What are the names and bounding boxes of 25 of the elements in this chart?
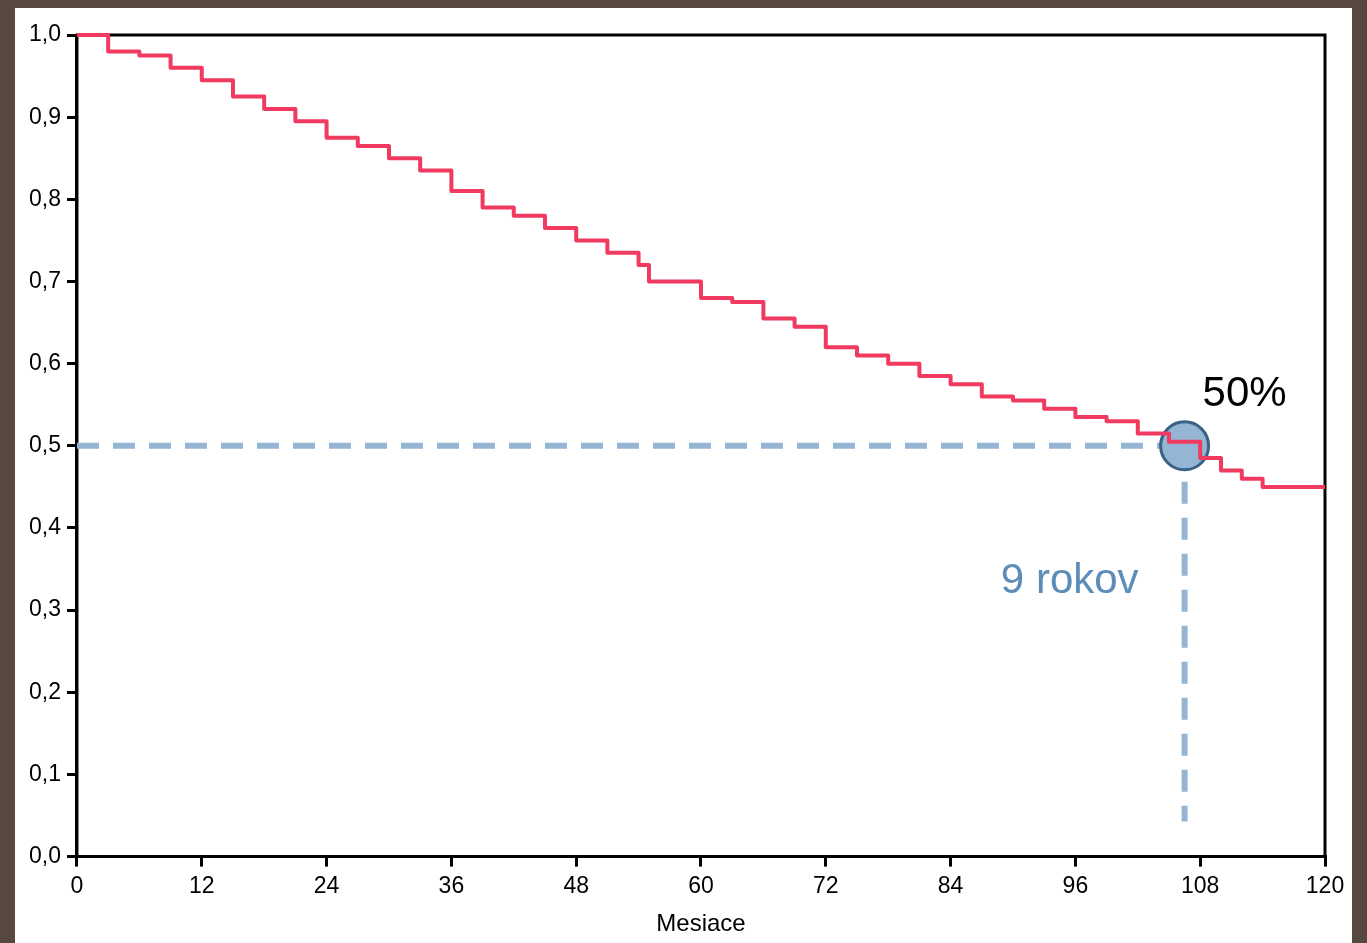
x-axis-title: Mesiace (656, 909, 746, 937)
y-tick-label: 0,7 (28, 266, 61, 293)
y-tick-label: 0,0 (28, 841, 61, 868)
x-tick-label: 108 (1181, 871, 1220, 898)
annotation: 50% (1202, 368, 1287, 416)
x-tick-label: 84 (937, 871, 964, 898)
y-tick-label: 0,3 (28, 595, 61, 622)
x-tick-label: 120 (1305, 871, 1345, 898)
x-tick-label: 96 (1062, 871, 1089, 898)
x-tick-label: 72 (812, 871, 839, 898)
x-tick-label: 48 (563, 871, 589, 898)
y-tick-label: 0,4 (28, 513, 62, 540)
x-tick-label: 60 (688, 871, 714, 898)
y-tick-label: 0,6 (28, 348, 61, 375)
x-tick-label: 24 (313, 871, 340, 898)
y-tick-label: 0,1 (28, 759, 61, 786)
y-tick-label: 0,8 (28, 184, 61, 211)
x-tick-label: 12 (188, 871, 215, 898)
y-tick-label: 0,2 (28, 677, 61, 704)
x-tick-label: 36 (438, 871, 465, 898)
ref-line-label: 9 rokov (1000, 554, 1139, 602)
y-tick-label: 0,5 (28, 431, 61, 458)
x-tick-label: 0 (70, 871, 84, 898)
y-tick-label: 1,0 (28, 20, 61, 47)
y-tick-label: 0,9 (28, 102, 61, 129)
